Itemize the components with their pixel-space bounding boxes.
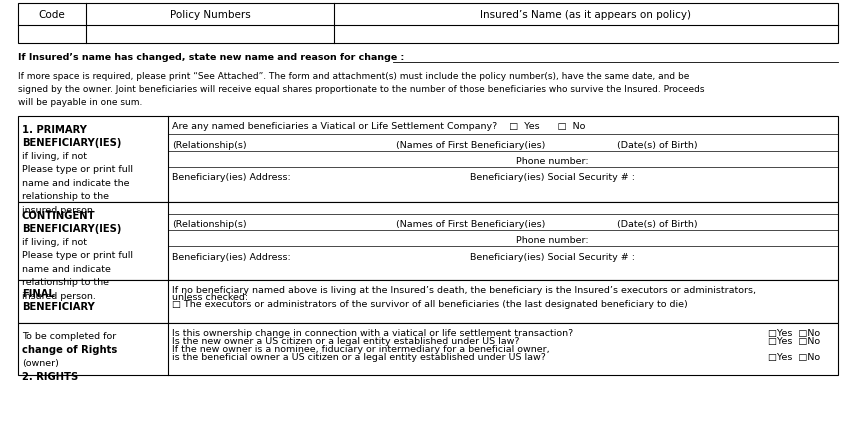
Text: Beneficiary(ies) Address:: Beneficiary(ies) Address: <box>172 252 291 261</box>
Text: Is this ownership change in connection with a viatical or life settlement transa: Is this ownership change in connection w… <box>172 328 573 337</box>
Text: 1. PRIMARY: 1. PRIMARY <box>22 125 87 135</box>
Bar <box>18 4 838 44</box>
Bar <box>18 202 838 280</box>
Text: Is the new owner a US citizen or a legal entity established under US law?: Is the new owner a US citizen or a legal… <box>172 336 519 345</box>
Text: will be payable in one sum.: will be payable in one sum. <box>18 98 142 107</box>
Text: if living, if not: if living, if not <box>22 152 87 161</box>
Text: To be completed for: To be completed for <box>22 331 116 340</box>
Text: (Names of First Beneficiary(ies): (Names of First Beneficiary(ies) <box>396 220 545 229</box>
Text: If Insured’s name has changed, state new name and reason for change :: If Insured’s name has changed, state new… <box>18 53 407 62</box>
Text: (owner): (owner) <box>22 358 59 367</box>
Text: signed by the owner. Joint beneficiaries will receive equal shares proportionate: signed by the owner. Joint beneficiaries… <box>18 85 705 94</box>
Text: □Yes  □No: □Yes □No <box>768 336 820 345</box>
Text: Beneficiary(ies) Address:: Beneficiary(ies) Address: <box>172 173 291 182</box>
Text: insured person.: insured person. <box>22 291 96 300</box>
Text: Phone number:: Phone number: <box>517 157 589 166</box>
Text: Please type or print full: Please type or print full <box>22 165 133 174</box>
Bar <box>18 280 838 323</box>
Text: If more space is required, please print “See Attached”. The form and attachment(: If more space is required, please print … <box>18 72 689 81</box>
Text: BENEFICIARY(IES): BENEFICIARY(IES) <box>22 138 122 148</box>
Text: BENEFICIARY(IES): BENEFICIARY(IES) <box>22 223 122 233</box>
Text: If the new owner is a nominee, fiduciary or intermediary for a beneficial owner,: If the new owner is a nominee, fiduciary… <box>172 344 550 353</box>
Text: Please type or print full: Please type or print full <box>22 251 133 259</box>
Text: □Yes  □No: □Yes □No <box>768 352 820 361</box>
Text: □ The executors or administrators of the survivor of all beneficiaries (the last: □ The executors or administrators of the… <box>172 300 688 308</box>
Text: insured person: insured person <box>22 205 93 215</box>
Text: Insured’s Name (as it appears on policy): Insured’s Name (as it appears on policy) <box>480 10 691 20</box>
Text: If no beneficiary named above is living at the Insured’s death, the beneficiary : If no beneficiary named above is living … <box>172 286 756 294</box>
Text: if living, if not: if living, if not <box>22 237 87 246</box>
Text: (Date(s) of Birth): (Date(s) of Birth) <box>617 220 698 229</box>
Text: FINAL: FINAL <box>22 288 55 298</box>
Text: name and indicate: name and indicate <box>22 264 110 273</box>
Text: □Yes  □No: □Yes □No <box>768 328 820 337</box>
Text: Beneficiary(ies) Social Security # :: Beneficiary(ies) Social Security # : <box>469 252 635 261</box>
Text: (Relationship(s): (Relationship(s) <box>172 220 246 229</box>
Text: (Relationship(s): (Relationship(s) <box>172 141 246 149</box>
Bar <box>18 117 838 202</box>
Text: (Names of First Beneficiary(ies): (Names of First Beneficiary(ies) <box>396 141 545 149</box>
Bar <box>18 323 838 375</box>
Text: change of Rights: change of Rights <box>22 344 117 354</box>
Text: Beneficiary(ies) Social Security # :: Beneficiary(ies) Social Security # : <box>469 173 635 182</box>
Text: relationship to the: relationship to the <box>22 192 109 201</box>
Text: Code: Code <box>38 10 65 20</box>
Text: Policy Numbers: Policy Numbers <box>169 10 250 20</box>
Text: relationship to the: relationship to the <box>22 277 109 286</box>
Text: Are any named beneficiaries a Viatical or Life Settlement Company?    □  Yes    : Are any named beneficiaries a Viatical o… <box>172 122 586 131</box>
Text: CONTINGENT: CONTINGENT <box>22 210 95 220</box>
Text: 2. RIGHTS: 2. RIGHTS <box>22 371 78 381</box>
Text: (Date(s) of Birth): (Date(s) of Birth) <box>617 141 698 149</box>
Text: BENEFICIARY: BENEFICIARY <box>22 301 94 311</box>
Text: is the beneficial owner a US citizen or a legal entity established under US law?: is the beneficial owner a US citizen or … <box>172 352 546 361</box>
Text: Phone number:: Phone number: <box>517 236 589 245</box>
Text: name and indicate the: name and indicate the <box>22 179 129 187</box>
Text: unless checked:: unless checked: <box>172 293 248 301</box>
